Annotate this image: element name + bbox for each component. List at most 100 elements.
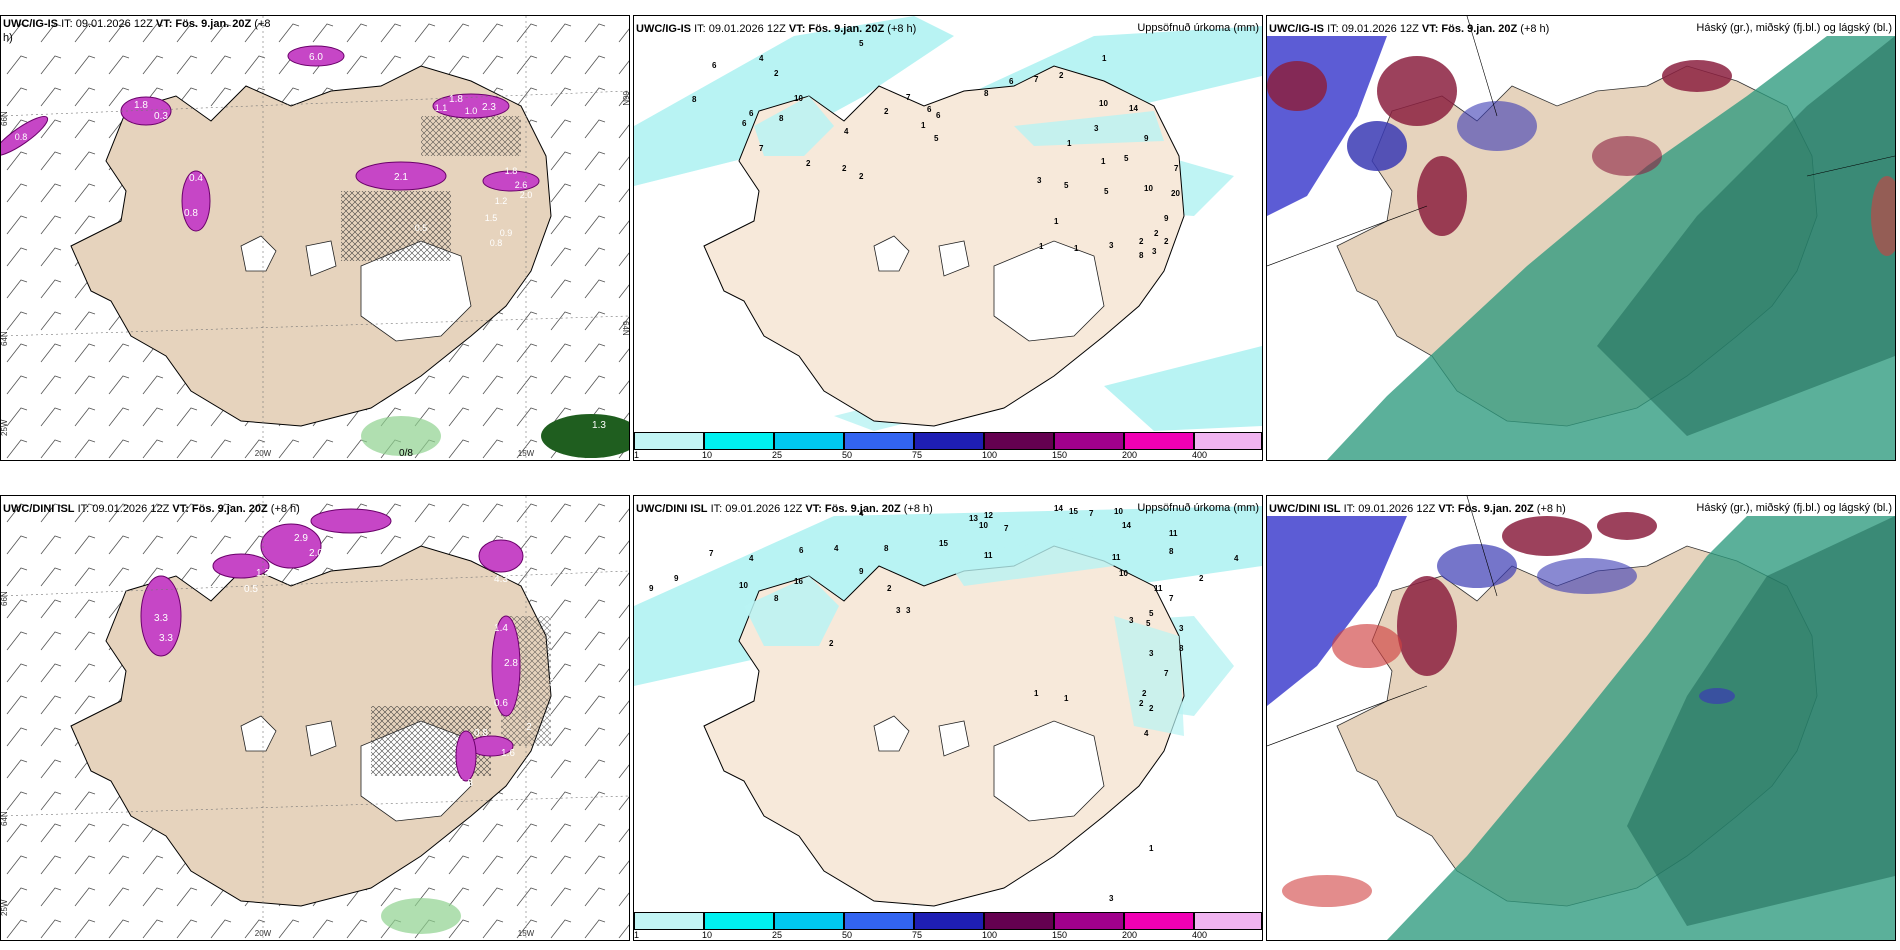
- valid-label: VT:: [172, 503, 189, 515]
- legend-swatch: [704, 432, 774, 450]
- lat-label: 66N: [621, 91, 629, 106]
- wind-panel-top: UWC/IG-IS IT: 09.01.2026 12Z VT: Fös. 9.…: [0, 15, 630, 461]
- legend-tick: 10: [702, 930, 713, 940]
- snow-label: 6.0: [309, 52, 323, 63]
- precip-value: 1: [1102, 54, 1107, 63]
- wind-map-top: 6.0 1.8 0.3 2.3 1.8 0.8 1.0 1.1 1.8 2.6 …: [1, 16, 629, 460]
- precip-value: 14: [1122, 521, 1131, 530]
- panel-header: UWC/DINI ISL IT: 09.01.2026 12Z VT: Fös.…: [1269, 502, 1566, 516]
- precip-value: 7: [1174, 164, 1179, 173]
- snow-label: 0.3: [154, 111, 168, 122]
- panel-header: UWC/DINI ISL IT: 09.01.2026 12Z VT: Fös.…: [636, 502, 933, 516]
- precip-value: 4: [1144, 729, 1149, 738]
- precip-value: 13: [969, 514, 978, 523]
- precip-value: 2: [1154, 229, 1159, 238]
- precip-legend: 1 10 25 50 75 100 150 200 400: [634, 910, 1262, 940]
- glacier: [993, 240, 1105, 342]
- precip-panel-top: UWC/IG-IS IT: 09.01.2026 12Z VT: Fös. 9.…: [633, 15, 1263, 461]
- precip-value: 2: [1139, 699, 1144, 708]
- precip-value: 8: [984, 89, 989, 98]
- legend-swatch: [1194, 432, 1262, 450]
- precip-value: 2: [774, 69, 779, 78]
- model-name: UWC/DINI ISL: [3, 503, 75, 515]
- precip-value: 7: [906, 93, 911, 102]
- snow-label: 2.0: [520, 190, 533, 200]
- precip-value: 4: [759, 54, 764, 63]
- lat-label: 64N: [1, 331, 9, 346]
- precip-value: 8: [779, 114, 784, 123]
- panel-header: UWC/IG-IS IT: 09.01.2026 12Z VT: Fös. 9.…: [3, 17, 271, 45]
- snow-label: 1.2: [495, 196, 508, 206]
- snow-label: 2.6: [515, 180, 528, 190]
- legend-tick: 1: [634, 450, 640, 460]
- glacier: [305, 720, 337, 757]
- init-time: IT: 09.01.2026 12Z: [1343, 503, 1436, 515]
- init-time: IT: 09.01.2026 12Z: [710, 503, 803, 515]
- legend-swatch: [774, 432, 844, 450]
- glacier: [993, 720, 1105, 822]
- legend-swatch: [774, 912, 844, 930]
- snow-label: 1.8: [449, 94, 463, 105]
- legend-tick: 150: [1052, 930, 1068, 940]
- precip-value: 3: [1149, 649, 1154, 658]
- cloud-panel-bottom: UWC/DINI ISL IT: 09.01.2026 12Z VT: Fös.…: [1266, 495, 1896, 941]
- precip-value: 6: [1009, 77, 1014, 86]
- precip-value: 9: [859, 567, 864, 576]
- cloud-map-top: [1267, 16, 1895, 460]
- precip-value: 15: [1069, 507, 1078, 516]
- valid-time: Fös. 9.jan. 20Z: [175, 18, 252, 30]
- snow-label: 1.6: [501, 748, 515, 759]
- precip-value: 3: [906, 606, 911, 615]
- snow-label: 0.8: [474, 728, 488, 739]
- precip-value: 10: [1144, 184, 1153, 193]
- snow-label: 2.1: [394, 172, 408, 183]
- wind-panel-bottom: UWC/DINI ISL IT: 09.01.2026 12Z VT: Fös.…: [0, 495, 630, 941]
- legend-tick: 10: [702, 450, 713, 460]
- green-label: 1.3: [592, 420, 606, 431]
- precip-value: 5: [1064, 181, 1069, 190]
- model-name: UWC/IG-IS: [1269, 23, 1324, 35]
- snow-label: 1.0: [465, 106, 478, 116]
- precip-values: 5 4 2 6 6 8 7 10 6 8 2 4 6 7 2 1 2 2 5 6…: [692, 39, 1180, 260]
- precip-value: 3: [1152, 247, 1157, 256]
- precip-value: 4: [749, 554, 754, 563]
- legend-swatch: [634, 912, 704, 930]
- precip-value: 2: [1059, 71, 1064, 80]
- precip-value: 6: [936, 111, 941, 120]
- snow-label: 1.1: [435, 103, 448, 113]
- lead-time: (+8 h): [903, 503, 933, 515]
- legend-tick: 25: [772, 930, 783, 940]
- precip-value: 5: [1149, 609, 1154, 618]
- snow-label: 0.4: [189, 173, 203, 184]
- precip-value: 6: [742, 119, 747, 128]
- precip-value: 5: [1104, 187, 1109, 196]
- precip-value: 10: [1099, 99, 1108, 108]
- legend-swatch: [704, 912, 774, 930]
- precip-value: 2: [1139, 237, 1144, 246]
- legend-tick: 150: [1052, 450, 1068, 460]
- snow-label: 0.8: [184, 208, 198, 219]
- precip-legend: 1 10 25 50 75 100 150 200 400: [634, 430, 1262, 460]
- lat-label: 25W: [1, 899, 9, 916]
- valid-time: Fös. 9.jan. 20Z: [808, 23, 885, 35]
- precip-value: 1: [1101, 157, 1106, 166]
- precip-value: 2: [1164, 237, 1169, 246]
- lead-time-wrap: h): [3, 32, 13, 44]
- legend-swatch: [984, 912, 1054, 930]
- lat-label: 66N: [1, 111, 9, 126]
- snow-label: 1.8: [134, 100, 148, 111]
- legend-swatch: [914, 432, 984, 450]
- precip-value: 1: [1064, 694, 1069, 703]
- precip-value: 15: [939, 539, 948, 548]
- glacier: [240, 235, 277, 272]
- legend-tick: 100: [982, 450, 998, 460]
- precip-value: 10: [1114, 507, 1123, 516]
- snow-label: 1.2: [256, 568, 270, 579]
- legend-tick: 75: [912, 450, 923, 460]
- lat-label: 25W: [1, 419, 9, 436]
- lead-time: (+8: [254, 18, 271, 30]
- precip-value: 10: [979, 521, 988, 530]
- glacier: [873, 235, 910, 272]
- cloud-map-bottom: [1267, 496, 1895, 940]
- lat-label: 64N: [1, 811, 9, 826]
